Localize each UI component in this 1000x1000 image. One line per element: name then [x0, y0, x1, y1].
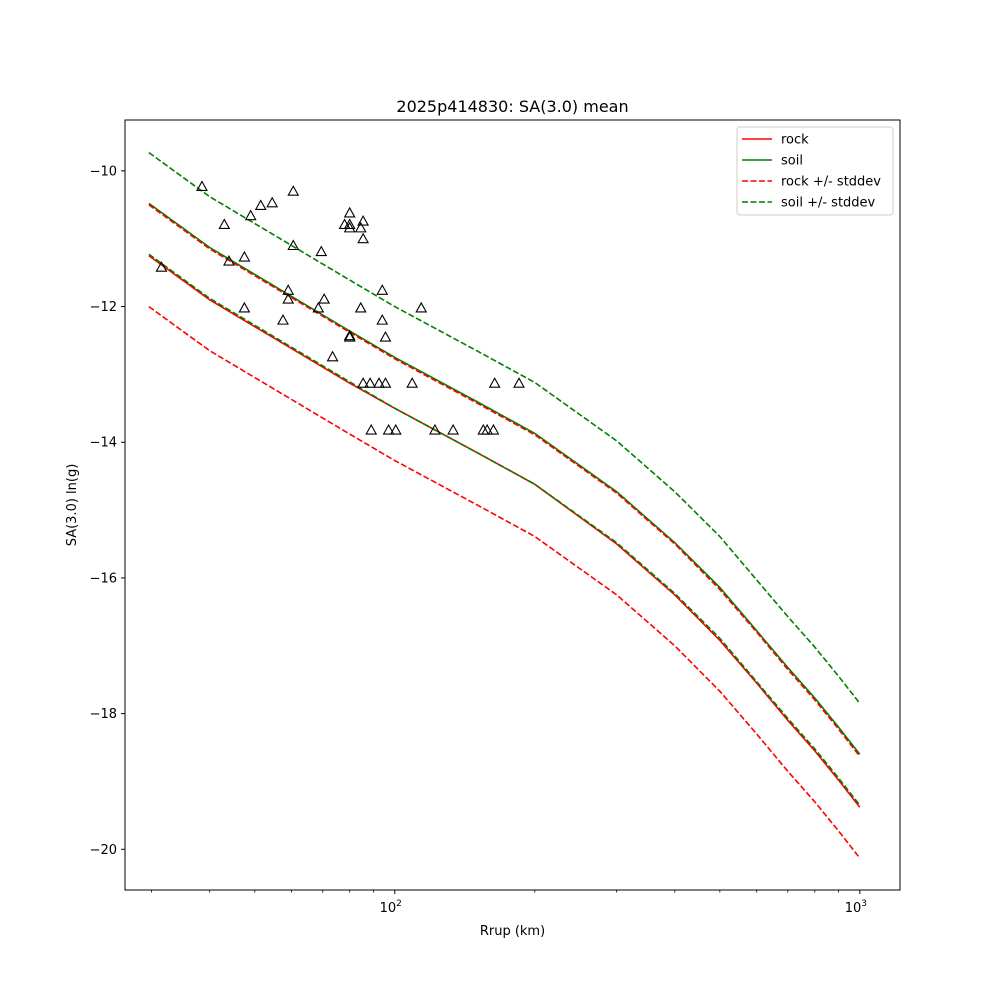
plot-area [148, 151, 861, 859]
observation-point [343, 329, 356, 341]
y-tick-label: −12 [90, 300, 117, 315]
observation-point [238, 250, 251, 262]
observation-point [379, 330, 392, 342]
observation-point [488, 377, 501, 388]
plot-frame [124, 119, 901, 891]
observation-point [277, 313, 289, 325]
y-tick-label: −16 [90, 571, 117, 586]
series-line-5 [148, 253, 861, 806]
y-tick-label: −20 [90, 843, 117, 858]
observation-point [357, 232, 370, 244]
observation-point [513, 377, 525, 388]
observation-point [266, 196, 279, 208]
legend-box [736, 126, 894, 216]
observation-point [415, 301, 428, 313]
series-line-1 [148, 202, 861, 755]
observation-point [155, 261, 168, 272]
observation-point [379, 377, 392, 388]
observation-point [357, 377, 370, 388]
observation-point [447, 423, 460, 435]
series-line-3 [148, 305, 861, 859]
observation-point [326, 350, 339, 362]
observation-point [376, 313, 389, 325]
observation-point [254, 199, 267, 211]
observation-point [312, 301, 325, 313]
legend-label: soil [781, 154, 803, 169]
series-line-2 [148, 204, 861, 757]
observation-point [343, 206, 356, 218]
y-tick-label: −18 [90, 707, 117, 722]
observation-point [487, 423, 500, 435]
observation-point [244, 209, 257, 221]
observation-point [354, 221, 367, 233]
observation-point [223, 254, 235, 266]
series-line-4 [148, 151, 861, 704]
y-axis-label: SA(3.0) ln(g) [65, 464, 80, 547]
observation-point [196, 180, 208, 192]
chart-title: 2025p414830: SA(3.0) mean [396, 97, 628, 116]
observation-point [406, 377, 419, 388]
observation-point [343, 221, 356, 233]
observation-point [343, 218, 356, 230]
observation-point [357, 214, 370, 226]
y-tick-label: −10 [90, 164, 117, 179]
observation-point [343, 330, 356, 342]
observation-point [238, 301, 251, 313]
legend-label: rock +/- stddev [781, 175, 881, 190]
legend: rock soil rock +/- stddev soil +/- stddev [736, 126, 894, 216]
observation-point [389, 423, 402, 435]
observation-point [364, 377, 377, 388]
legend-label: soil +/- stddev [781, 196, 876, 211]
observation-point [315, 245, 328, 257]
observation-point [428, 423, 441, 435]
y-tick-label: −14 [90, 436, 117, 451]
observation-point [481, 423, 494, 435]
observation-point [354, 301, 367, 313]
observation-point [282, 292, 295, 304]
x-tick-label: 103 [845, 899, 867, 916]
observation-point [376, 284, 389, 295]
observation-point [382, 423, 395, 435]
observation-point [338, 218, 351, 230]
observation-point [287, 185, 300, 196]
observation-point [287, 239, 300, 251]
observation-point [365, 423, 378, 435]
observation-point [373, 377, 385, 388]
x-tick-label: 102 [380, 899, 402, 916]
observation-point [218, 218, 231, 230]
observation-point [318, 292, 331, 304]
legend-label: rock [781, 133, 809, 148]
x-axis-label: Rrup (km) [480, 924, 545, 939]
series-line-0 [148, 255, 861, 808]
